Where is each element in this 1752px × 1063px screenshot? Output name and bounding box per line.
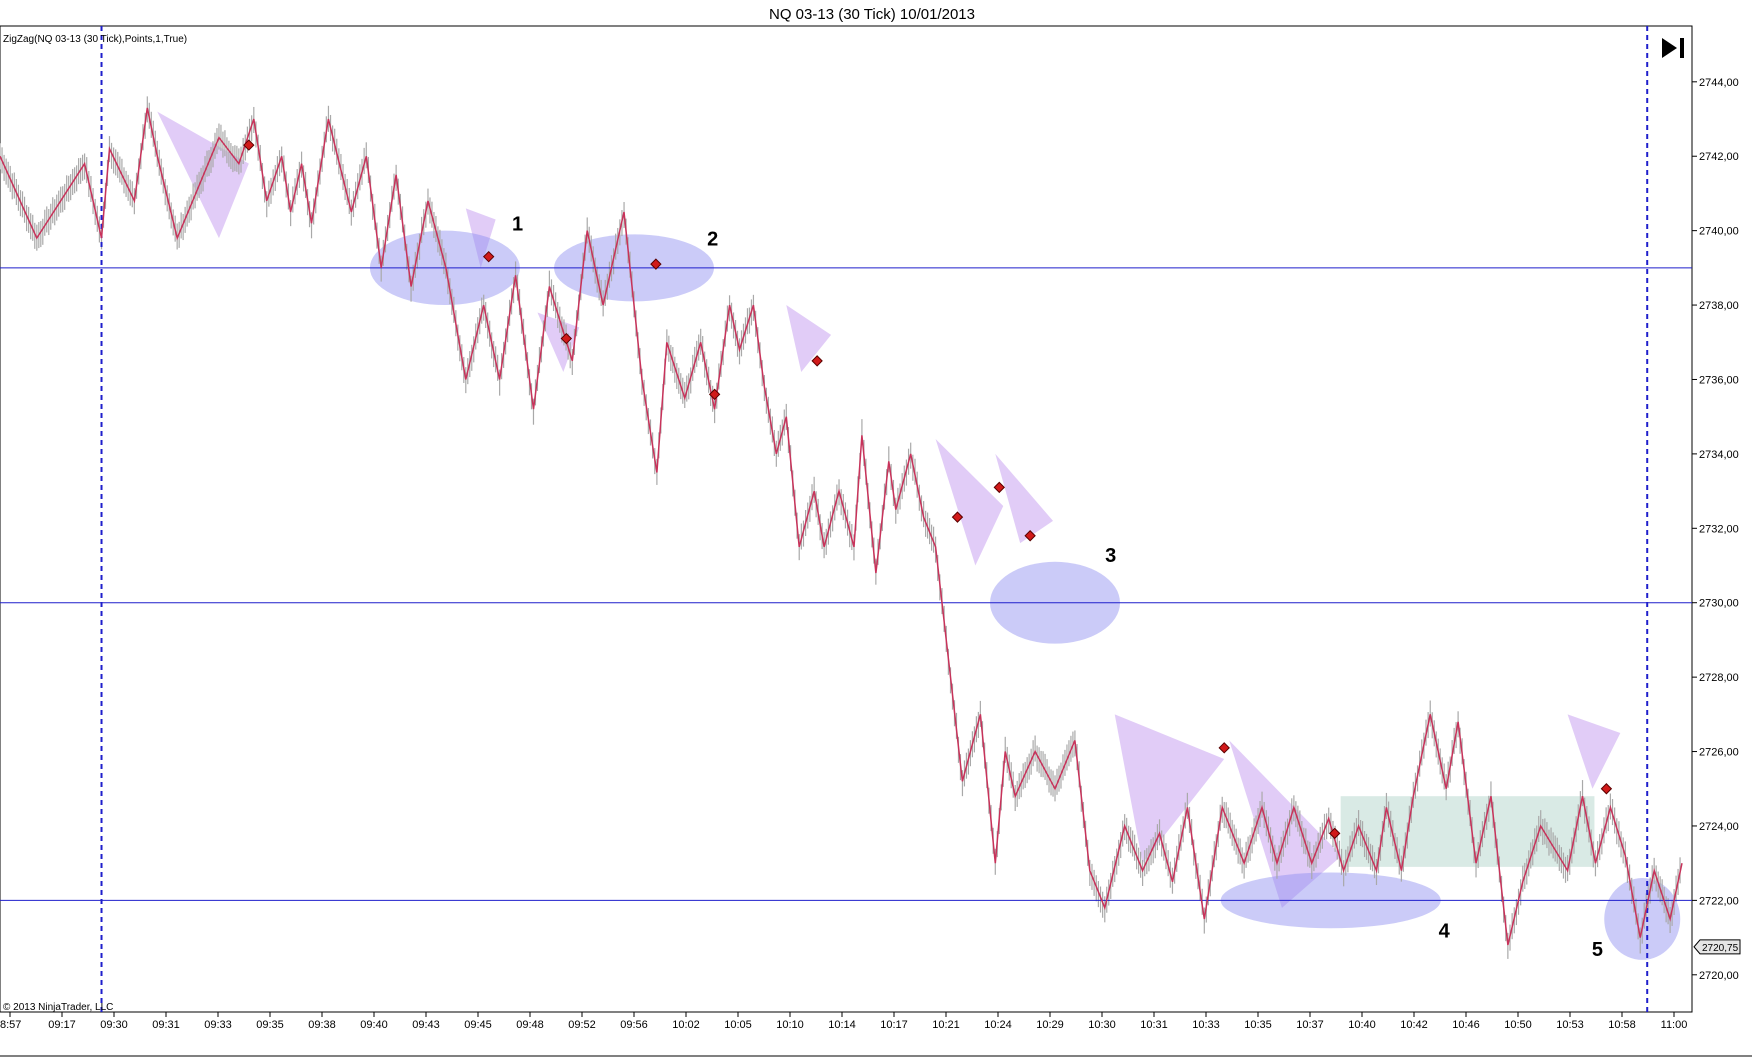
y-tick-label: 2734,00: [1699, 449, 1739, 461]
plot-frame: [0, 25, 1693, 1013]
signal-marker: [811, 355, 823, 367]
x-tick-label: 10:37: [1296, 1019, 1324, 1031]
annotation-label-5: 5: [1592, 939, 1603, 961]
x-tick-label: 09:43: [412, 1019, 440, 1031]
x-tick-label: 09:52: [568, 1019, 596, 1031]
x-tick-label: 09:33: [204, 1019, 232, 1031]
x-axis: 8:57 09:17 09:30 09:31 09:33 09:35 09:38 09:40 0…: [0, 1012, 1687, 1031]
y-tick-label: 2732,00: [1699, 523, 1739, 535]
last-price-text: 2720,75: [1702, 943, 1739, 954]
x-tick-label: 09:35: [256, 1019, 284, 1031]
pattern-triangle: [935, 439, 1004, 566]
pattern-triangle: [1114, 714, 1225, 864]
y-tick-label: 2736,00: [1699, 374, 1739, 386]
pattern-triangle: [1567, 714, 1621, 789]
x-tick-label: 10:50: [1504, 1019, 1532, 1031]
signal-marker: [1600, 783, 1613, 795]
pattern-triangle: [995, 453, 1054, 544]
x-tick-label: 09:17: [48, 1019, 76, 1031]
levels: [0, 26, 1692, 1012]
signal-marker: [708, 388, 721, 401]
chart-title: NQ 03-13 (30 Tick) 10/01/2013: [769, 6, 975, 23]
end-bar-icon[interactable]: [1680, 38, 1684, 58]
copyright-label: © 2013 NinjaTrader, LLC: [3, 1002, 113, 1013]
signal-markers: [243, 139, 1613, 840]
pattern-triangle: [465, 208, 496, 268]
signal-marker: [560, 332, 573, 345]
x-tick-label: 10:42: [1400, 1019, 1428, 1031]
signal-marker: [951, 511, 964, 523]
zigzag-layer: [0, 107, 1683, 946]
x-tick-label: 09:40: [360, 1019, 388, 1031]
x-tick-label: 10:46: [1452, 1019, 1480, 1031]
scroll-to-end-button[interactable]: [1662, 38, 1684, 58]
y-tick-label: 2720,00: [1699, 970, 1739, 982]
y-tick-label: 2728,00: [1699, 672, 1739, 684]
y-tick-label: 2744,00: [1699, 77, 1739, 89]
x-tick-label: 09:38: [308, 1019, 336, 1031]
x-tick-label: 10:02: [672, 1019, 700, 1031]
x-tick-label: 10:10: [776, 1019, 804, 1031]
signal-marker: [650, 258, 662, 270]
last-price-tag: 2720,75: [1693, 939, 1741, 955]
x-tick-label: 10:58: [1608, 1019, 1636, 1031]
x-tick-label: 09:48: [516, 1019, 544, 1031]
annotation-label-2: 2: [707, 229, 718, 251]
y-tick-label: 2724,00: [1699, 821, 1739, 833]
annotation-label-1: 1: [512, 214, 523, 236]
x-tick-label: 10:40: [1348, 1019, 1376, 1031]
x-tick-label: 10:35: [1244, 1019, 1272, 1031]
signal-marker: [993, 481, 1005, 494]
y-tick-label: 2730,00: [1699, 598, 1739, 610]
annotation-label-3: 3: [1105, 545, 1116, 567]
x-tick-label: 10:31: [1140, 1019, 1168, 1031]
x-tick-label: 10:21: [932, 1019, 960, 1031]
x-tick-label: 10:05: [724, 1019, 752, 1031]
pattern-triangle: [786, 305, 832, 373]
signal-marker: [1024, 530, 1036, 542]
y-tick-label: 2738,00: [1699, 300, 1739, 312]
y-tick-label: 2740,00: [1699, 226, 1739, 238]
x-tick-label: 10:24: [984, 1019, 1012, 1031]
pattern-triangle: [537, 312, 580, 373]
x-tick-label: 09:56: [620, 1019, 648, 1031]
x-tick-label: 10:33: [1192, 1019, 1220, 1031]
annotation-labels: 1 2 3 4 5: [512, 214, 1603, 962]
x-tick-label: 10:14: [828, 1019, 856, 1031]
y-tick-label: 2742,00: [1699, 151, 1739, 163]
x-tick-label: 09:45: [464, 1019, 492, 1031]
x-tick-label: 8:57: [0, 1019, 21, 1031]
signal-marker: [482, 250, 495, 263]
indicator-label: ZigZag(NQ 03-13 (30 Tick),Points,1,True): [3, 34, 187, 45]
x-tick-label: 11:00: [1661, 1019, 1688, 1031]
play-icon[interactable]: [1662, 38, 1677, 58]
annotation-label-4: 4: [1439, 921, 1451, 943]
y-tick-label: 2722,00: [1699, 895, 1739, 907]
y-tick-label: 2726,00: [1699, 747, 1739, 759]
zigzag-line: [0, 107, 1683, 946]
x-tick-label: 10:53: [1556, 1019, 1584, 1031]
signal-marker: [243, 139, 255, 151]
x-tick-label: 10:30: [1088, 1019, 1116, 1031]
signal-marker: [1328, 827, 1341, 840]
x-tick-label: 09:31: [152, 1019, 180, 1031]
x-tick-label: 10:17: [880, 1019, 908, 1031]
x-tick-label: 10:29: [1036, 1019, 1064, 1031]
last-price-tag-box: [1693, 939, 1741, 955]
x-tick-label: 09:30: [100, 1019, 128, 1031]
signal-marker: [1218, 742, 1230, 754]
y-axis: 2720,00 2722,00 2724,00 2726,00 2728,00 2730,…: [1692, 77, 1739, 982]
